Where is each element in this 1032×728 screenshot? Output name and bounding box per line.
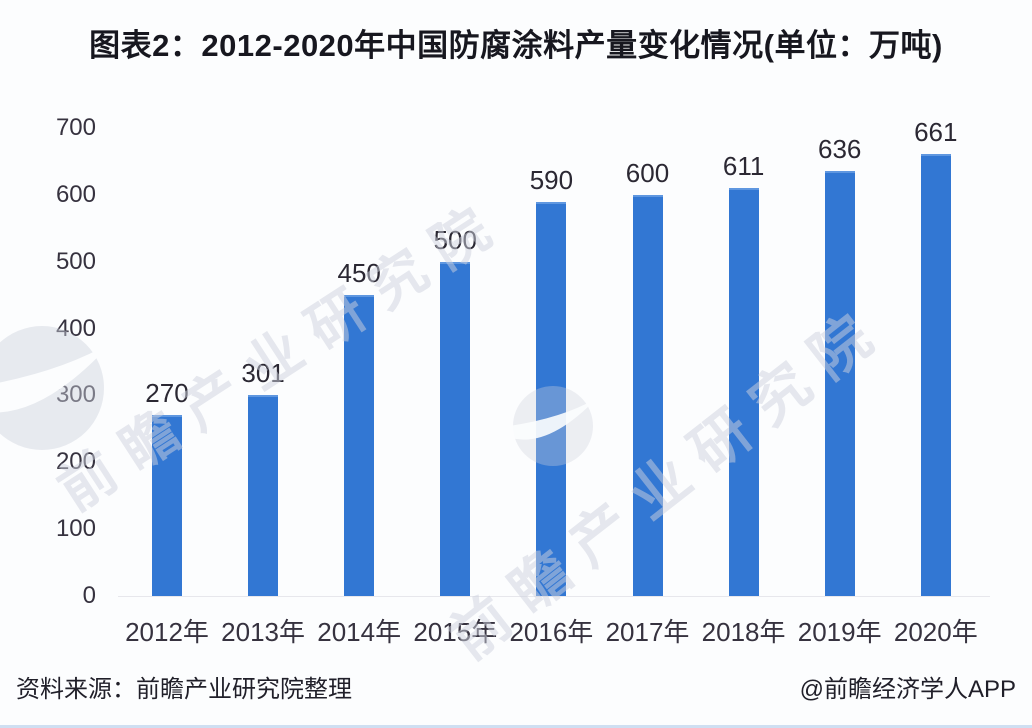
x-axis-line xyxy=(118,596,990,597)
bar xyxy=(536,201,567,596)
chart-title: 图表2：2012-2020年中国防腐涂料产量变化情况(单位：万吨) xyxy=(89,28,943,63)
bar-value-label: 301 xyxy=(241,357,285,388)
y-tick-label: 300 xyxy=(55,381,96,409)
y-tick-label: 100 xyxy=(55,515,96,543)
bar xyxy=(344,295,375,596)
x-axis-label: 2016年 xyxy=(509,617,594,647)
x-axis-label: 2013年 xyxy=(221,617,306,647)
bar-value-label: 611 xyxy=(722,150,765,181)
bar-value-label: 661 xyxy=(914,117,958,148)
bar-value-label: 600 xyxy=(625,157,670,188)
bar-value-label: 636 xyxy=(817,133,862,164)
bar xyxy=(152,415,182,596)
x-axis-label: 2019年 xyxy=(797,617,882,647)
y-tick-label: 200 xyxy=(55,448,96,476)
bottom-border xyxy=(0,725,1032,728)
bar-value-label: 450 xyxy=(337,258,381,289)
x-axis-label: 2015年 xyxy=(413,617,498,647)
bar xyxy=(632,194,663,596)
x-axis-label: 2012年 xyxy=(125,617,209,647)
bar xyxy=(728,187,759,596)
credit: @前瞻经济学人APP xyxy=(799,676,1016,703)
bar xyxy=(248,394,279,596)
bar xyxy=(920,154,951,596)
y-tick-label: 0 xyxy=(82,582,96,609)
y-tick-label: 600 xyxy=(55,180,96,208)
bar xyxy=(440,261,471,596)
x-axis-label: 2017年 xyxy=(605,617,690,647)
y-tick-label: 700 xyxy=(55,114,96,141)
bar-value-label: 270 xyxy=(145,378,189,409)
y-tick-label: 400 xyxy=(55,314,96,342)
bar xyxy=(824,170,855,596)
bar-value-label: 500 xyxy=(433,224,477,255)
x-axis-label: 2014年 xyxy=(317,617,402,647)
bar-value-label: 590 xyxy=(529,164,574,195)
y-tick-label: 500 xyxy=(55,247,96,275)
source-note: 资料来源：前瞻产业研究院整理 xyxy=(16,676,352,703)
x-axis-label: 2018年 xyxy=(701,617,786,647)
x-axis-label: 2020年 xyxy=(893,617,978,647)
